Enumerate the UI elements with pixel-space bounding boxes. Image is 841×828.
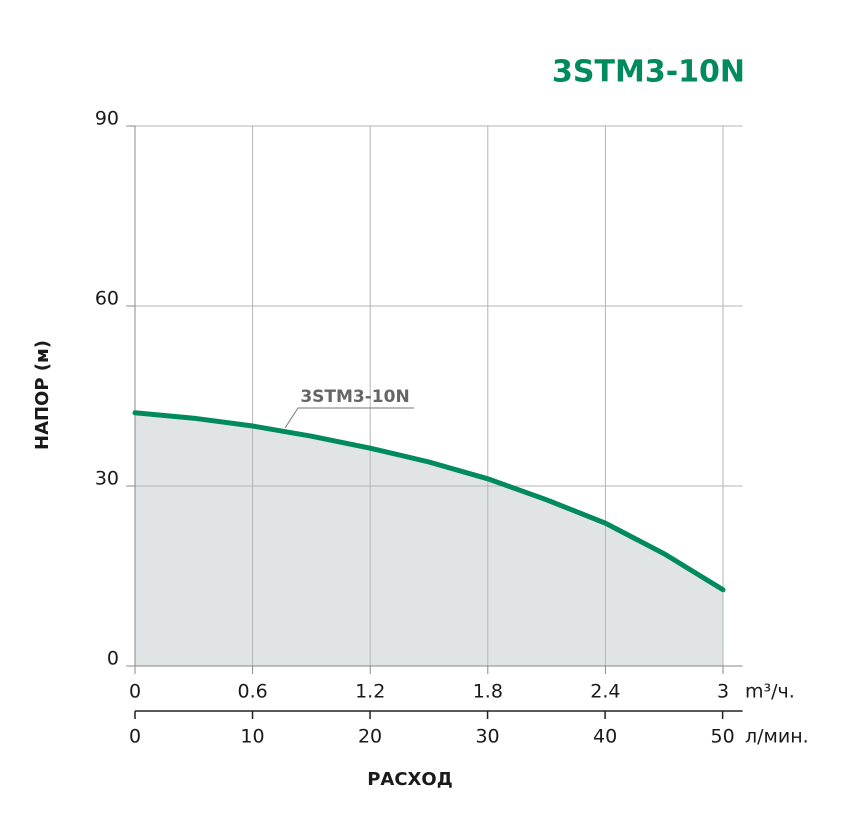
x2-tick-label: 30 xyxy=(475,726,499,748)
y-tick-label: 0 xyxy=(107,648,119,670)
chart-title: 3STM3-10N xyxy=(552,55,745,90)
x-unit: m³/ч. xyxy=(745,681,795,703)
x-tick-label: 0.6 xyxy=(237,681,267,703)
x2-tick-label: 40 xyxy=(593,726,617,748)
x2-tick-label: 50 xyxy=(711,726,735,748)
x-tick-label: 2.4 xyxy=(590,681,620,703)
x-tick-label: 0 xyxy=(129,681,141,703)
area xyxy=(135,412,723,666)
x2-tick-label: 10 xyxy=(240,726,264,748)
y-tick-label: 60 xyxy=(95,288,119,310)
x-axis-label: РАСХОД xyxy=(367,769,453,790)
x-tick-label: 3 xyxy=(717,681,729,703)
y-tick-label: 90 xyxy=(95,108,119,130)
x2-tick-label: 20 xyxy=(358,726,382,748)
series-label: 3STM3-10N xyxy=(300,387,409,407)
x-tick-label: 1.2 xyxy=(355,681,385,703)
x2-tick-label: 0 xyxy=(129,726,141,748)
x-tick-label: 1.8 xyxy=(473,681,503,703)
x2-unit: л/мин. xyxy=(745,726,809,748)
y-axis-label: НАПОР (м) xyxy=(32,340,53,450)
y-tick-label: 30 xyxy=(95,468,119,490)
line xyxy=(132,410,726,593)
leader-line xyxy=(284,407,414,429)
